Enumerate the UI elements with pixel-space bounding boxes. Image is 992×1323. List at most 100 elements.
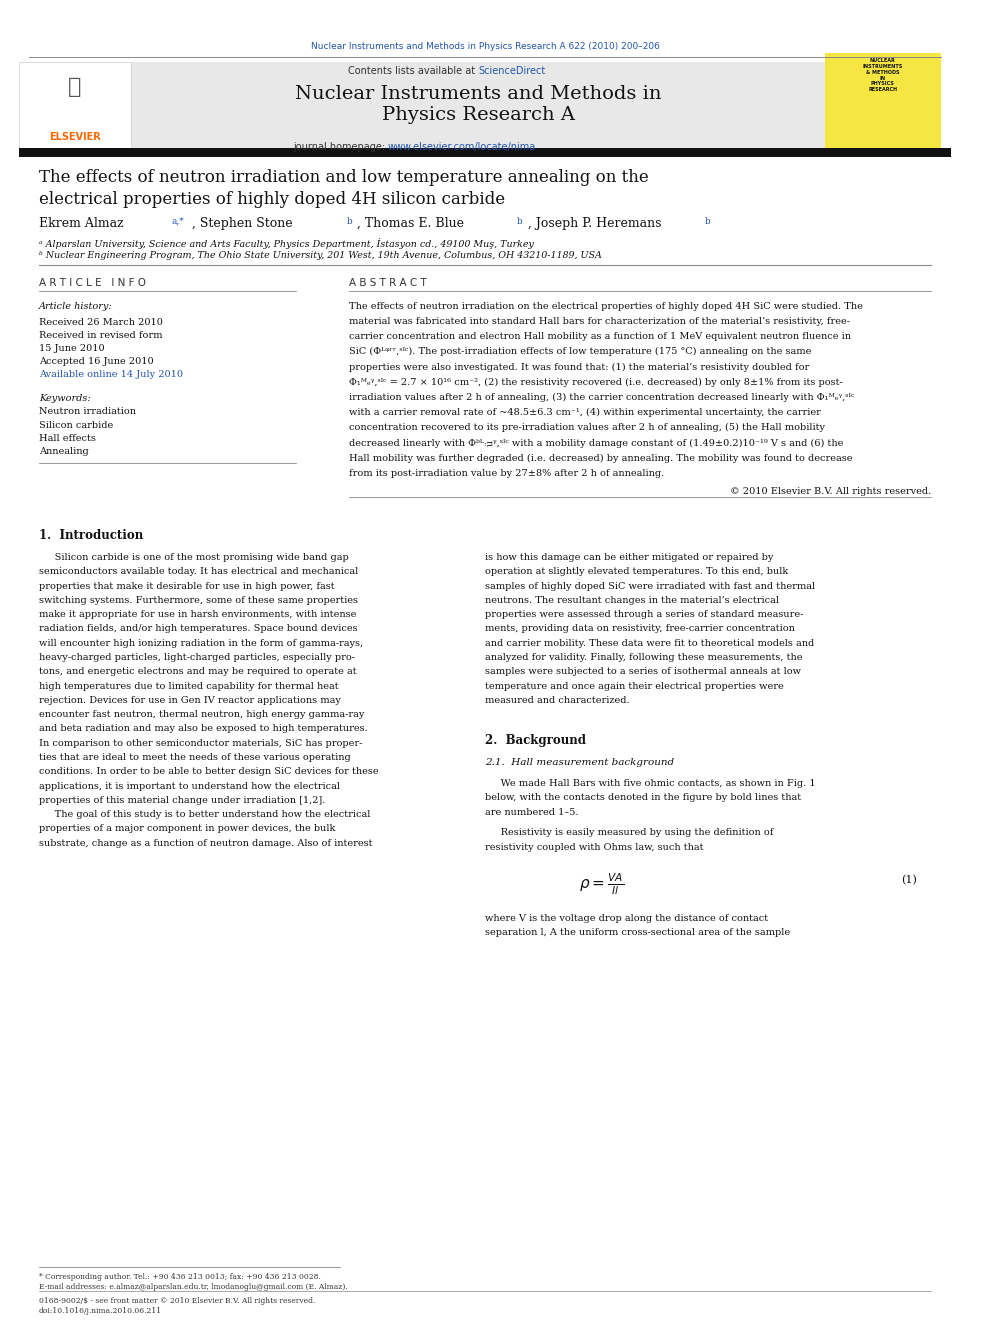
FancyBboxPatch shape	[824, 53, 941, 152]
Text: material was fabricated into standard Hall bars for characterization of the mate: material was fabricated into standard Ha…	[349, 316, 850, 325]
Text: properties were also investigated. It was found that: (1) the material’s resisti: properties were also investigated. It wa…	[349, 363, 809, 372]
Text: In comparison to other semiconductor materials, SiC has proper-: In comparison to other semiconductor mat…	[39, 738, 362, 747]
Text: applications, it is important to understand how the electrical: applications, it is important to underst…	[39, 782, 340, 791]
FancyBboxPatch shape	[20, 62, 131, 148]
Text: are numbered 1–5.: are numbered 1–5.	[485, 807, 578, 816]
Text: Neutron irradiation: Neutron irradiation	[39, 407, 136, 417]
Text: make it appropriate for use in harsh environments, with intense: make it appropriate for use in harsh env…	[39, 610, 356, 619]
Text: properties of this material change under irradiation [1,2].: properties of this material change under…	[39, 796, 325, 804]
Text: 0168-9002/$ - see front matter © 2010 Elsevier B.V. All rights reserved.: 0168-9002/$ - see front matter © 2010 El…	[39, 1297, 315, 1304]
Text: A B S T R A C T: A B S T R A C T	[349, 278, 427, 288]
Text: journal homepage:: journal homepage:	[293, 142, 388, 152]
Text: conditions. In order to be able to better design SiC devices for these: conditions. In order to be able to bette…	[39, 767, 378, 777]
Text: rejection. Devices for use in Gen IV reactor applications may: rejection. Devices for use in Gen IV rea…	[39, 696, 340, 705]
Text: ScienceDirect: ScienceDirect	[478, 66, 546, 77]
Text: ᵇ Nuclear Engineering Program, The Ohio State University, 201 West, 19th Avenue,: ᵇ Nuclear Engineering Program, The Ohio …	[39, 251, 602, 261]
Text: high temperatures due to limited capability for thermal heat: high temperatures due to limited capabil…	[39, 681, 338, 691]
Text: Silicon carbide is one of the most promising wide band gap: Silicon carbide is one of the most promi…	[39, 553, 348, 562]
Text: Article history:: Article history:	[39, 302, 112, 311]
Text: irradiation values after 2 h of annealing, (3) the carrier concentration decreas: irradiation values after 2 h of annealin…	[349, 393, 854, 402]
Text: Received 26 March 2010: Received 26 March 2010	[39, 318, 163, 327]
Text: 2.  Background: 2. Background	[485, 734, 586, 747]
Text: neutrons. The resultant changes in the material’s electrical: neutrons. The resultant changes in the m…	[485, 595, 779, 605]
Text: and carrier mobility. These data were fit to theoretical models and: and carrier mobility. These data were fi…	[485, 639, 814, 648]
Text: samples were subjected to a series of isothermal anneals at low: samples were subjected to a series of is…	[485, 667, 802, 676]
Bar	[20, 148, 950, 157]
Text: analyzed for validity. Finally, following these measurements, the: analyzed for validity. Finally, followin…	[485, 654, 803, 662]
Text: , Joseph P. Heremans: , Joseph P. Heremans	[528, 217, 666, 230]
Text: Nuclear Instruments and Methods in Physics Research A 622 (2010) 200–206: Nuclear Instruments and Methods in Physi…	[310, 42, 660, 52]
Text: We made Hall Bars with five ohmic contacts, as shown in Fig. 1: We made Hall Bars with five ohmic contac…	[485, 779, 815, 789]
Text: Physics Research A: Physics Research A	[382, 106, 574, 124]
Text: , Stephen Stone: , Stephen Stone	[192, 217, 297, 230]
Text: radiation fields, and/or high temperatures. Space bound devices: radiation fields, and/or high temperatur…	[39, 624, 357, 634]
Text: 1.  Introduction: 1. Introduction	[39, 529, 143, 542]
Text: electrical properties of highly doped 4H silicon carbide: electrical properties of highly doped 4H…	[39, 191, 505, 208]
Text: The effects of neutron irradiation and low temperature annealing on the: The effects of neutron irradiation and l…	[39, 169, 649, 187]
Text: Hall mobility was further degraded (i.e. decreased) by annealing. The mobility w: Hall mobility was further degraded (i.e.…	[349, 454, 853, 463]
Text: a,*: a,*	[172, 217, 185, 226]
Text: concentration recovered to its pre-irradiation values after 2 h of annealing, (5: concentration recovered to its pre-irrad…	[349, 423, 825, 433]
Text: ELSEVIER: ELSEVIER	[49, 132, 100, 143]
Text: $\rho = \frac{VA}{Il}$: $\rho = \frac{VA}{Il}$	[579, 872, 624, 897]
FancyBboxPatch shape	[131, 62, 824, 148]
Text: operation at slightly elevated temperatures. To this end, bulk: operation at slightly elevated temperatu…	[485, 568, 789, 577]
Text: heavy-charged particles, light-charged particles, especially pro-: heavy-charged particles, light-charged p…	[39, 654, 355, 662]
Text: and beta radiation and may also be exposed to high temperatures.: and beta radiation and may also be expos…	[39, 725, 368, 733]
Text: The effects of neutron irradiation on the electrical properties of highly doped : The effects of neutron irradiation on th…	[349, 302, 863, 311]
Text: temperature and once again their electrical properties were: temperature and once again their electri…	[485, 681, 784, 691]
Text: Received in revised form: Received in revised form	[39, 331, 163, 340]
Text: doi:10.1016/j.nima.2010.06.211: doi:10.1016/j.nima.2010.06.211	[39, 1307, 162, 1315]
Text: properties that make it desirable for use in high power, fast: properties that make it desirable for us…	[39, 582, 334, 590]
Text: Available online 14 July 2010: Available online 14 July 2010	[39, 370, 183, 380]
Text: decreased linearly with Φᵇᴸᴞᵞ,ˢᴵᶜ with a mobility damage constant of (1.49±0.2)1: decreased linearly with Φᵇᴸᴞᵞ,ˢᴵᶜ with a…	[349, 438, 843, 447]
Text: www.elsevier.com/locate/nima: www.elsevier.com/locate/nima	[388, 142, 537, 152]
Text: Resistivity is easily measured by using the definition of: Resistivity is easily measured by using …	[485, 828, 774, 837]
Text: resistivity coupled with Ohms law, such that: resistivity coupled with Ohms law, such …	[485, 843, 703, 852]
Text: Contents lists available at: Contents lists available at	[348, 66, 478, 77]
Text: switching systems. Furthermore, some of these same properties: switching systems. Furthermore, some of …	[39, 595, 358, 605]
Text: carrier concentration and electron Hall mobility as a function of 1 MeV equivale: carrier concentration and electron Hall …	[349, 332, 851, 341]
Text: encounter fast neutron, thermal neutron, high energy gamma-ray: encounter fast neutron, thermal neutron,…	[39, 710, 364, 720]
Text: , Thomas E. Blue: , Thomas E. Blue	[357, 217, 468, 230]
Text: 🌳: 🌳	[68, 77, 81, 97]
Text: where V is the voltage drop along the distance of contact: where V is the voltage drop along the di…	[485, 914, 768, 923]
Text: is how this damage can be either mitigated or repaired by: is how this damage can be either mitigat…	[485, 553, 774, 562]
Text: Silicon carbide: Silicon carbide	[39, 421, 113, 430]
Text: Φ₁ᴹₑᵞ,ˢᴵᶜ = 2.7 × 10¹⁶ cm⁻², (2) the resistivity recovered (i.e. decreased) by o: Φ₁ᴹₑᵞ,ˢᴵᶜ = 2.7 × 10¹⁶ cm⁻², (2) the res…	[349, 377, 843, 386]
Text: Accepted 16 June 2010: Accepted 16 June 2010	[39, 357, 154, 366]
Text: E-mail addresses: e.almaz@alparslan.edu.tr, lmodanoglu@gmail.com (E. Almaz).: E-mail addresses: e.almaz@alparslan.edu.…	[39, 1283, 347, 1291]
Text: samples of highly doped SiC were irradiated with fast and thermal: samples of highly doped SiC were irradia…	[485, 582, 815, 590]
Text: Nuclear Instruments and Methods in: Nuclear Instruments and Methods in	[295, 85, 662, 103]
Text: b: b	[517, 217, 523, 226]
Text: A R T I C L E   I N F O: A R T I C L E I N F O	[39, 278, 146, 288]
Text: NUCLEAR
INSTRUMENTS
& METHODS
IN
PHYSICS
RESEARCH: NUCLEAR INSTRUMENTS & METHODS IN PHYSICS…	[863, 58, 903, 93]
Text: properties of a major component in power devices, the bulk: properties of a major component in power…	[39, 824, 335, 833]
Text: semiconductors available today. It has electrical and mechanical: semiconductors available today. It has e…	[39, 568, 358, 577]
Text: Keywords:: Keywords:	[39, 394, 90, 404]
Text: Annealing: Annealing	[39, 447, 88, 456]
Text: SiC (Φᴸᵠʳʳ,ˢᴵᶜ). The post-irradiation effects of low temperature (175 °C) anneal: SiC (Φᴸᵠʳʳ,ˢᴵᶜ). The post-irradiation ef…	[349, 347, 811, 356]
Text: from its post-irradiation value by 27±8% after 2 h of annealing.: from its post-irradiation value by 27±8%…	[349, 468, 665, 478]
Text: will encounter high ionizing radiation in the form of gamma-rays,: will encounter high ionizing radiation i…	[39, 639, 363, 648]
Text: 2.1.  Hall measurement background: 2.1. Hall measurement background	[485, 758, 675, 767]
Text: measured and characterized.: measured and characterized.	[485, 696, 630, 705]
Text: separation l, A the uniform cross-sectional area of the sample: separation l, A the uniform cross-sectio…	[485, 929, 791, 938]
Text: b: b	[346, 217, 352, 226]
Text: below, with the contacts denoted in the figure by bold lines that: below, with the contacts denoted in the …	[485, 794, 802, 802]
Text: ᵃ Alparslan University, Science and Arts Faculty, Physics Department, İstasyon c: ᵃ Alparslan University, Science and Arts…	[39, 238, 534, 249]
Text: tons, and energetic electrons and may be required to operate at: tons, and energetic electrons and may be…	[39, 667, 356, 676]
Text: with a carrier removal rate of ~48.5±6.3 cm⁻¹, (4) within experimental uncertain: with a carrier removal rate of ~48.5±6.3…	[349, 407, 821, 417]
Text: b: b	[704, 217, 710, 226]
Text: properties were assessed through a series of standard measure-: properties were assessed through a serie…	[485, 610, 804, 619]
Text: 15 June 2010: 15 June 2010	[39, 344, 104, 353]
Text: ties that are ideal to meet the needs of these various operating: ties that are ideal to meet the needs of…	[39, 753, 350, 762]
Text: (1): (1)	[901, 875, 917, 885]
Text: The goal of this study is to better understand how the electrical: The goal of this study is to better unde…	[39, 810, 370, 819]
Text: Hall effects: Hall effects	[39, 434, 95, 443]
Text: © 2010 Elsevier B.V. All rights reserved.: © 2010 Elsevier B.V. All rights reserved…	[730, 487, 931, 496]
Text: ments, providing data on resistivity, free-carrier concentration: ments, providing data on resistivity, fr…	[485, 624, 795, 634]
Text: substrate, change as a function of neutron damage. Also of interest: substrate, change as a function of neutr…	[39, 839, 372, 848]
Text: Ekrem Almaz: Ekrem Almaz	[39, 217, 127, 230]
Text: * Corresponding author. Tel.: +90 436 213 0013; fax: +90 436 213 0028.: * Corresponding author. Tel.: +90 436 21…	[39, 1273, 320, 1281]
